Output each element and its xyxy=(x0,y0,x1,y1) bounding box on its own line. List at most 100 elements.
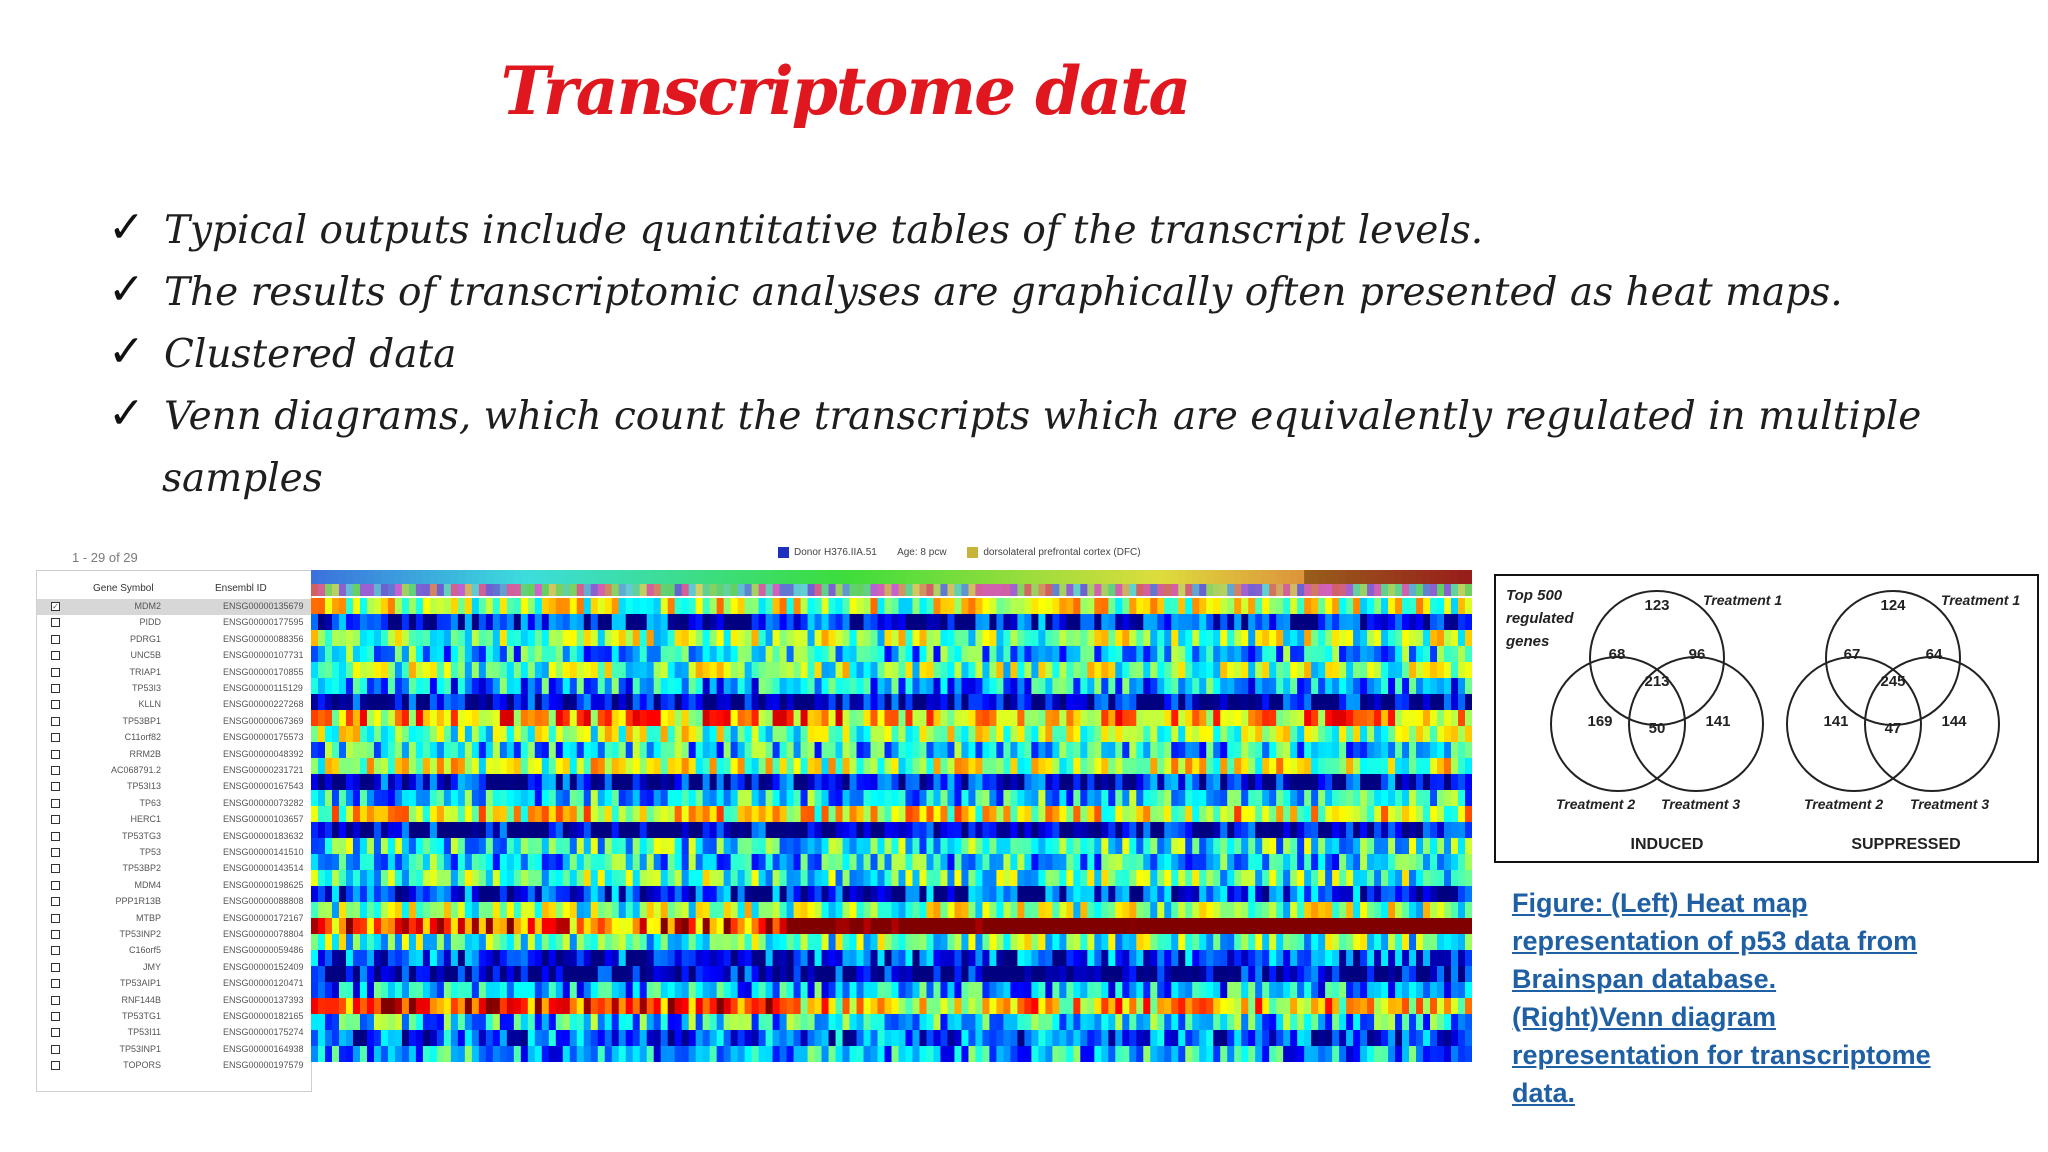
row-checkbox[interactable] xyxy=(51,716,60,726)
gene-symbol-cell: TP53TG1 xyxy=(121,1011,161,1021)
table-row[interactable]: RRM2B ENSG00000048392 xyxy=(37,747,311,763)
table-row[interactable]: C11orf82 ENSG00000175573 xyxy=(37,730,311,746)
table-row[interactable]: C16orf5 ENSG00000059486 xyxy=(37,943,311,959)
table-row[interactable]: HERC1 ENSG00000103657 xyxy=(37,812,311,828)
venn-value: 123 xyxy=(1644,597,1669,614)
venn-treatment-label: Treatment 1 xyxy=(1941,592,2020,608)
gene-table: Gene Symbol Ensembl ID ✓ MDM2 ENSG00000135… xyxy=(36,570,312,1092)
ensembl-id-cell: ENSG00000152409 xyxy=(223,961,304,972)
row-checkbox[interactable] xyxy=(51,930,60,939)
bullet-item: ✓ The results of transcriptomic analyses… xyxy=(108,264,1843,332)
row-checkbox[interactable] xyxy=(51,1028,60,1038)
table-row[interactable]: UNC5B ENSG00000107731 xyxy=(37,648,311,664)
venn-group-label-suppressed: SUPPRESSED xyxy=(1851,836,1960,853)
row-checkbox[interactable] xyxy=(51,848,60,857)
venn-treatment-label: Treatment 3 xyxy=(1661,796,1740,812)
gene-symbol-cell: TP53AIP1 xyxy=(119,978,161,989)
gene-symbol-cell: PIDD xyxy=(139,617,161,628)
venn-diagrams: Top 500 regulated genes 123 68 96 213 16… xyxy=(1505,587,2020,853)
row-checkbox[interactable] xyxy=(51,1012,60,1021)
table-row[interactable]: TRIAP1 ENSG00000170855 xyxy=(37,665,311,681)
gene-symbol-cell: MTBP xyxy=(135,912,161,923)
heatmap-legend: Donor H376.IIA.51 Age: 8 pcw dorsolatera… xyxy=(778,547,1159,558)
row-checkbox[interactable] xyxy=(51,979,60,989)
row-checkbox[interactable] xyxy=(51,618,60,628)
table-row[interactable]: TP53I3 ENSG00000115129 xyxy=(37,681,311,697)
table-row[interactable]: TP53TG1 ENSG00000182165 xyxy=(37,1009,311,1025)
row-checkbox[interactable] xyxy=(51,798,60,808)
table-row[interactable]: JMY ENSG00000152409 xyxy=(37,960,311,976)
row-checkbox[interactable] xyxy=(51,815,60,825)
table-row[interactable]: MTBP ENSG00000172167 xyxy=(37,911,311,927)
table-row[interactable]: KLLN ENSG00000227268 xyxy=(37,697,311,713)
gene-symbol-cell: TP53I13 xyxy=(126,781,161,792)
row-checkbox[interactable] xyxy=(51,1061,60,1071)
venn-value: 124 xyxy=(1880,597,1906,614)
table-row[interactable]: TP53 ENSG00000141510 xyxy=(37,845,311,861)
venn-circle-t2 xyxy=(1786,656,1922,792)
bullet-item: ✓ Typical outputs include quantitative t… xyxy=(108,202,1668,270)
row-checkbox[interactable] xyxy=(51,667,60,677)
venn-circle-t3 xyxy=(1864,656,2000,792)
bullet-text: samples xyxy=(162,456,323,501)
table-row[interactable]: TOPORS ENSG00000197579 xyxy=(37,1058,311,1074)
table-row[interactable]: TP53INP2 ENSG00000078804 xyxy=(37,927,311,943)
row-checkbox[interactable] xyxy=(51,831,60,841)
row-checkbox[interactable] xyxy=(51,880,60,890)
ensembl-id-cell: ENSG00000198625 xyxy=(223,879,304,890)
table-row[interactable]: TP53I13 ENSG00000167543 xyxy=(37,779,311,795)
slide-title: Transcriptome data xyxy=(500,52,1192,130)
row-checkbox[interactable] xyxy=(51,634,60,644)
row-checkbox[interactable] xyxy=(51,684,60,693)
venn-value: 47 xyxy=(1885,720,1902,737)
table-row[interactable]: RNF144B ENSG00000137393 xyxy=(37,993,311,1009)
ensembl-id-cell: ENSG00000073282 xyxy=(223,797,304,808)
row-checkbox[interactable] xyxy=(51,651,60,661)
table-row[interactable]: TP53BP1 ENSG00000067369 xyxy=(37,714,311,730)
caption-line: (Right)Venn diagram xyxy=(1512,1002,1777,1032)
row-checkbox[interactable] xyxy=(51,782,60,792)
gene-symbol-header: Gene Symbol xyxy=(93,583,154,594)
gene-symbol-cell: UNC5B xyxy=(130,650,161,661)
table-row[interactable]: TP53TG3 ENSG00000183632 xyxy=(37,829,311,845)
table-row[interactable]: TP53BP2 ENSG00000143514 xyxy=(37,861,311,877)
ensembl-id-cell: ENSG00000183632 xyxy=(223,830,304,841)
row-checkbox[interactable] xyxy=(51,946,60,956)
table-row[interactable]: PPP1R13B ENSG00000088808 xyxy=(37,894,311,910)
table-row[interactable]: PDRG1 ENSG00000088356 xyxy=(37,632,311,648)
table-row[interactable]: TP53INP1 ENSG00000164938 xyxy=(37,1042,311,1058)
gene-symbol-cell: TP53 xyxy=(139,847,161,857)
row-checkbox[interactable] xyxy=(51,1044,60,1054)
row-checkbox[interactable] xyxy=(51,864,60,874)
venn-value: 67 xyxy=(1844,646,1861,663)
table-row[interactable]: AC068791.2 ENSG00000231721 xyxy=(37,763,311,779)
ensembl-id-cell: ENSG00000170855 xyxy=(223,666,304,677)
table-row[interactable]: ✓ MDM2 ENSG00000135679 xyxy=(37,599,311,615)
ensembl-id-cell: ENSG00000120471 xyxy=(223,978,304,989)
row-checkbox[interactable] xyxy=(51,733,60,743)
gene-symbol-cell: HERC1 xyxy=(130,814,161,825)
ensembl-id-cell: ENSG00000182165 xyxy=(223,1011,304,1021)
venn-value: 68 xyxy=(1609,646,1626,663)
venn-treatment-label: Treatment 1 xyxy=(1703,592,1782,608)
row-checkbox[interactable] xyxy=(51,749,60,759)
row-count-label: 1 - 29 of 29 xyxy=(72,550,138,565)
row-checkbox[interactable] xyxy=(51,913,60,923)
ensembl-id-cell: ENSG00000167543 xyxy=(223,781,304,792)
row-checkbox[interactable] xyxy=(51,766,60,775)
row-checkbox[interactable] xyxy=(51,962,60,972)
legend-age: Age: 8 pcw xyxy=(897,547,947,559)
row-checkbox[interactable] xyxy=(51,995,60,1005)
venn-circle-t3 xyxy=(1628,656,1764,792)
table-row[interactable]: MDM4 ENSG00000198625 xyxy=(37,878,311,894)
table-row[interactable]: TP53I11 ENSG00000175274 xyxy=(37,1025,311,1041)
bullet-text: The results of transcriptomic analyses a… xyxy=(164,270,1843,315)
row-checkbox[interactable]: ✓ xyxy=(51,602,60,611)
row-checkbox[interactable] xyxy=(51,700,60,710)
row-checkbox[interactable] xyxy=(51,897,60,907)
table-row[interactable]: TP63 ENSG00000073282 xyxy=(37,796,311,812)
ensembl-id-cell: ENSG00000103657 xyxy=(223,814,304,825)
venn-value: 169 xyxy=(1587,713,1612,730)
table-row[interactable]: PIDD ENSG00000177595 xyxy=(37,615,311,631)
table-row[interactable]: TP53AIP1 ENSG00000120471 xyxy=(37,976,311,992)
